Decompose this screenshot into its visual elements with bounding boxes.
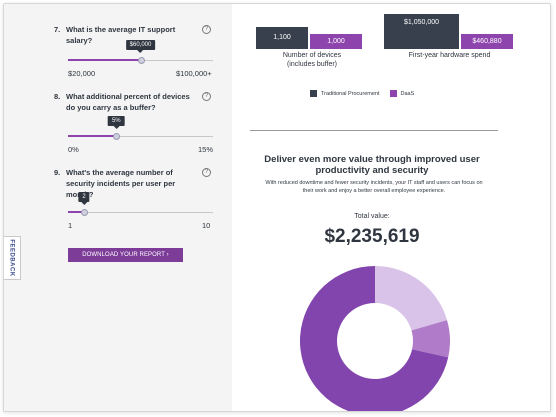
legend-label-daas: DaaS (400, 90, 415, 97)
total-value-label: Total value: (354, 213, 390, 220)
slider-value-tooltip: $60,000 (125, 40, 156, 53)
value-subtext: With reduced downtime and fewer security… (265, 180, 483, 194)
buffer-slider[interactable]: 5% (68, 116, 213, 140)
question-icon[interactable]: ? (202, 168, 211, 177)
bar-label-line: (includes buffer) (286, 61, 338, 68)
bar-label-devices: Number of devices (includes buffer) (262, 51, 362, 69)
bar-daas-devices: 1,000 (310, 34, 362, 49)
question-8: 8. What additional percent of devices do … (54, 91, 219, 113)
value-donut-chart (300, 266, 450, 411)
slider-min-label: 0% (68, 145, 79, 154)
salary-slider[interactable]: $60,000 (68, 40, 213, 64)
donut-hole (337, 303, 413, 379)
slider-handle[interactable] (137, 57, 145, 64)
section-divider (250, 130, 498, 131)
slider-max-label: 15% (198, 145, 214, 154)
question-number: 8. (54, 92, 61, 101)
question-icon[interactable]: ? (202, 25, 211, 34)
slider-value-tooltip: 2 (78, 192, 90, 205)
slider-handle[interactable] (113, 133, 121, 140)
feedback-label: FEEDBACK (9, 239, 15, 277)
slider-max-label: 10 (202, 221, 211, 230)
results-panel: 1,100 1,000 $1,050,000 $460,880 Number o… (232, 4, 550, 411)
question-icon[interactable]: ? (202, 92, 211, 101)
total-value-amount: $2,235,619 (324, 226, 420, 247)
bar-label-line: Number of devices (282, 52, 342, 59)
download-report-button[interactable]: DOWNLOAD YOUR REPORT › (68, 248, 183, 262)
chart-legend: Traditional Procurement DaaS (310, 90, 414, 97)
slider-fill (68, 211, 85, 213)
bar-traditional-spend: $1,050,000 (384, 14, 459, 49)
slider-min-label: 1 (68, 221, 73, 230)
legend-label-traditional: Traditional Procurement (321, 90, 380, 97)
feedback-tab[interactable]: FEEDBACK (4, 236, 21, 280)
question-text: What is the average IT support salary? (66, 25, 176, 45)
slider-fill (68, 59, 141, 61)
input-panel: FEEDBACK 7. What is the average IT suppor… (4, 4, 232, 411)
slider-min-label: $20,000 (68, 69, 96, 78)
question-number: 7. (54, 25, 61, 34)
incidents-slider[interactable]: 2 (68, 192, 213, 216)
legend-swatch-daas (389, 90, 397, 97)
slider-handle[interactable] (81, 209, 89, 216)
bar-traditional-devices: 1,100 (256, 27, 308, 49)
bar-label-spend: First-year hardware spend (408, 52, 491, 59)
slider-fill (68, 135, 117, 137)
question-text: What additional percent of devices do yo… (66, 92, 190, 112)
question-number: 9. (54, 168, 61, 177)
question-7: 7. What is the average IT support salary? (54, 24, 219, 46)
slider-max-label: $100,000+ (176, 69, 212, 78)
legend-swatch-traditional (310, 90, 317, 97)
calculator-frame: FEEDBACK 7. What is the average IT suppor… (3, 3, 551, 412)
value-headline: Deliver even more value through improved… (264, 154, 480, 176)
slider-value-tooltip: 5% (107, 116, 125, 129)
bar-daas-spend: $460,880 (461, 34, 513, 49)
